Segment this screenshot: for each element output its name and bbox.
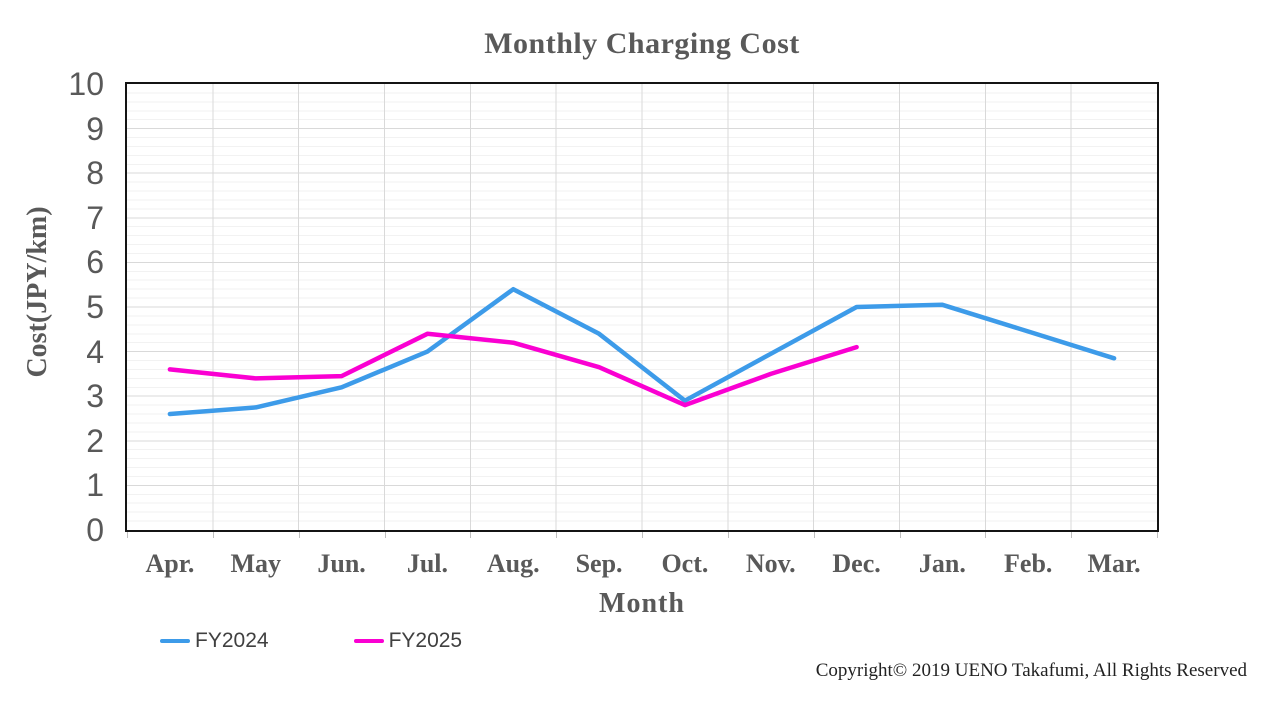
x-axis-tick-mark bbox=[556, 532, 558, 538]
y-axis-tick-label: 5 bbox=[86, 289, 104, 325]
y-axis-tick-label: 7 bbox=[86, 199, 104, 236]
x-axis-label: Aug. bbox=[486, 549, 540, 578]
y-axis-tick-label: 10 bbox=[68, 66, 104, 102]
x-axis-label: May bbox=[230, 549, 282, 578]
y-axis-tick-label: 1 bbox=[86, 467, 104, 504]
x-axis-tick-mark bbox=[298, 532, 300, 538]
x-axis-label: Oct. bbox=[661, 549, 709, 578]
x-axis-tick-mark bbox=[1071, 532, 1073, 538]
x-axis-label: Jan. bbox=[918, 549, 966, 578]
y-axis-tick-label: 0 bbox=[86, 512, 104, 548]
series-line-fy2024 bbox=[167, 286, 1117, 417]
legend-label: FY2024 bbox=[195, 629, 269, 652]
plot-area bbox=[125, 82, 1159, 532]
y-axis-tick-label: 2 bbox=[86, 422, 104, 459]
y-axis-tick-label: 8 bbox=[86, 155, 104, 192]
x-axis-label: Jul. bbox=[406, 549, 448, 578]
legend-label: FY2025 bbox=[388, 629, 463, 652]
y-axis-tick-label: 9 bbox=[86, 110, 104, 147]
x-axis-label: Dec. bbox=[832, 549, 881, 578]
plot-svg bbox=[127, 84, 1157, 530]
legend: FY2024 FY2025 bbox=[160, 629, 462, 653]
legend-item-fy2024: FY2024 bbox=[160, 629, 269, 653]
x-axis-label: Feb. bbox=[1004, 549, 1053, 578]
x-axis-tick-mark bbox=[1157, 532, 1158, 538]
x-axis-tick-mark bbox=[642, 532, 643, 538]
x-axis-tick-mark bbox=[985, 532, 987, 538]
x-axis-label: Jun. bbox=[317, 549, 366, 578]
x-axis-label: Nov. bbox=[745, 549, 796, 578]
x-axis-label: Apr. bbox=[145, 549, 195, 578]
x-axis-tick-mark bbox=[813, 532, 815, 538]
x-axis-tick-mark bbox=[212, 532, 214, 538]
x-axis-tick-mark bbox=[384, 532, 386, 538]
y-axis-tick-label: 3 bbox=[86, 378, 104, 415]
chart-title: Monthly Charging Cost bbox=[484, 27, 800, 60]
x-axis-tick-mark bbox=[470, 532, 472, 538]
y-axis-tick-label: 4 bbox=[86, 333, 104, 370]
legend-item-fy2025: FY2025 bbox=[353, 629, 463, 653]
legend-marker bbox=[353, 639, 384, 643]
x-axis-tick-mark bbox=[727, 532, 729, 538]
x-axis-label: Mar. bbox=[1087, 549, 1141, 578]
x-axis-title: Month bbox=[599, 588, 685, 619]
y-axis-tick-label: 6 bbox=[86, 244, 104, 281]
copyright-text: Copyright© 2019 UENO Takafumi, All Right… bbox=[815, 660, 1247, 681]
x-axis-label: Sep. bbox=[575, 549, 623, 578]
x-axis-tick-mark bbox=[899, 532, 901, 538]
x-axis-tick-mark bbox=[127, 532, 128, 538]
series-line-fy2025 bbox=[167, 331, 859, 408]
legend-marker bbox=[160, 639, 190, 643]
